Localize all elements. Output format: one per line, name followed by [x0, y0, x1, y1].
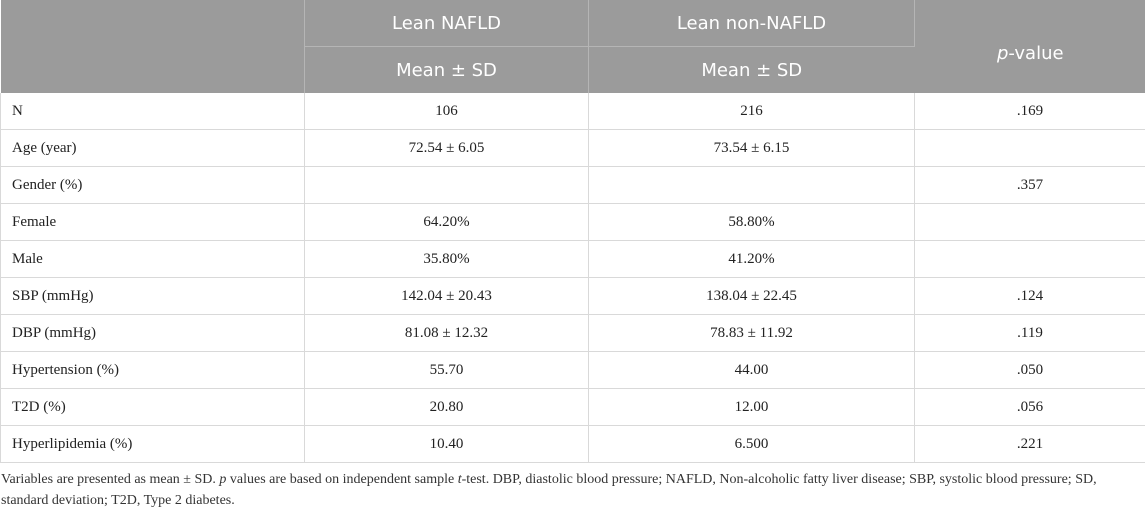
cell-lean-nafld: 35.80%	[304, 240, 589, 278]
row-label: T2D (%)	[0, 388, 305, 426]
cell-lean-non-nafld: 44.00	[588, 351, 915, 389]
cell-lean-nafld: 72.54 ± 6.05	[304, 129, 589, 167]
cell-lean-nafld	[304, 166, 589, 204]
cell-lean-nafld: 10.40	[304, 425, 589, 463]
header-subrow: Mean ± SD Mean ± SD	[1, 46, 1145, 93]
cell-p-value: .357	[914, 166, 1145, 204]
table-body: N 106 216 .169 Age (year) 72.54 ± 6.05 7…	[0, 93, 1145, 463]
table-header: Lean NAFLD Lean non-NAFLD p-value Mean ±…	[0, 0, 1145, 93]
header-lean-nafld: Lean NAFLD	[304, 0, 589, 47]
row-label: Hyperlipidemia (%)	[0, 425, 305, 463]
cell-p-value: .124	[914, 277, 1145, 315]
cell-lean-non-nafld: 216	[588, 93, 915, 130]
cell-p-value	[914, 240, 1145, 278]
cell-lean-non-nafld: 6.500	[588, 425, 915, 463]
cell-lean-non-nafld: 138.04 ± 22.45	[588, 277, 915, 315]
row-label: Age (year)	[0, 129, 305, 167]
footnote-t-italic: t	[457, 472, 462, 487]
footnote-text: Variables are presented as mean ± SD.	[1, 472, 220, 487]
table-row: N 106 216 .169	[0, 93, 1145, 130]
row-label: N	[0, 93, 305, 130]
cell-lean-non-nafld: 41.20%	[588, 240, 915, 278]
table-row: DBP (mmHg) 81.08 ± 12.32 78.83 ± 11.92 .…	[0, 314, 1145, 352]
row-label: Hypertension (%)	[0, 351, 305, 389]
header-lean-non-nafld-sub: Mean ± SD	[588, 46, 915, 93]
cell-lean-nafld: 20.80	[304, 388, 589, 426]
row-label: Female	[0, 203, 305, 241]
cell-p-value: .169	[914, 93, 1145, 130]
cell-lean-non-nafld: 73.54 ± 6.15	[588, 129, 915, 167]
row-label: Gender (%)	[0, 166, 305, 204]
cell-lean-non-nafld: 58.80%	[588, 203, 915, 241]
header-lean-non-nafld: Lean non-NAFLD	[588, 0, 915, 47]
data-table: Lean NAFLD Lean non-NAFLD p-value Mean ±…	[0, 0, 1145, 463]
cell-lean-nafld: 142.04 ± 20.43	[304, 277, 589, 315]
header-p-rest: -value	[1008, 42, 1064, 64]
table-row: SBP (mmHg) 142.04 ± 20.43 138.04 ± 22.45…	[0, 277, 1145, 315]
cell-lean-non-nafld: 78.83 ± 11.92	[588, 314, 915, 352]
cell-p-value	[914, 129, 1145, 167]
footnote-text: values are based on independent sample	[226, 472, 458, 487]
cell-p-value: .119	[914, 314, 1145, 352]
row-label: DBP (mmHg)	[0, 314, 305, 352]
cell-lean-nafld: 64.20%	[304, 203, 589, 241]
row-label: SBP (mmHg)	[0, 277, 305, 315]
cell-lean-nafld: 106	[304, 93, 589, 130]
cell-lean-nafld: 55.70	[304, 351, 589, 389]
header-p-italic: p	[996, 42, 1009, 64]
header-blank-cell	[0, 0, 305, 93]
table-footnote: Variables are presented as mean ± SD. p …	[1, 469, 1141, 511]
header-row: Lean NAFLD Lean non-NAFLD p-value	[0, 0, 1145, 93]
cell-lean-nafld: 81.08 ± 12.32	[304, 314, 589, 352]
table-row: Gender (%) .357	[0, 166, 1145, 204]
table-row: Female 64.20% 58.80%	[0, 203, 1145, 241]
row-label: Male	[0, 240, 305, 278]
cell-p-value: .050	[914, 351, 1145, 389]
cell-lean-non-nafld	[588, 166, 915, 204]
table-row: Hyperlipidemia (%) 10.40 6.500 .221	[0, 425, 1145, 463]
table-row: Hypertension (%) 55.70 44.00 .050	[0, 351, 1145, 389]
header-lean-nafld-sub: Mean ± SD	[304, 46, 589, 93]
cell-p-value: .221	[914, 425, 1145, 463]
footnote-p-italic: p	[219, 472, 227, 487]
footnote-text: -test. DBP, diastolic blood pressure; NA…	[1, 472, 1097, 508]
table-row: Age (year) 72.54 ± 6.05 73.54 ± 6.15	[0, 129, 1145, 167]
header-p-value: p-value	[914, 0, 1145, 93]
table-row: T2D (%) 20.80 12.00 .056	[0, 388, 1145, 426]
cell-lean-non-nafld: 12.00	[588, 388, 915, 426]
table-row: Male 35.80% 41.20%	[0, 240, 1145, 278]
cell-p-value	[914, 203, 1145, 241]
cell-p-value: .056	[914, 388, 1145, 426]
